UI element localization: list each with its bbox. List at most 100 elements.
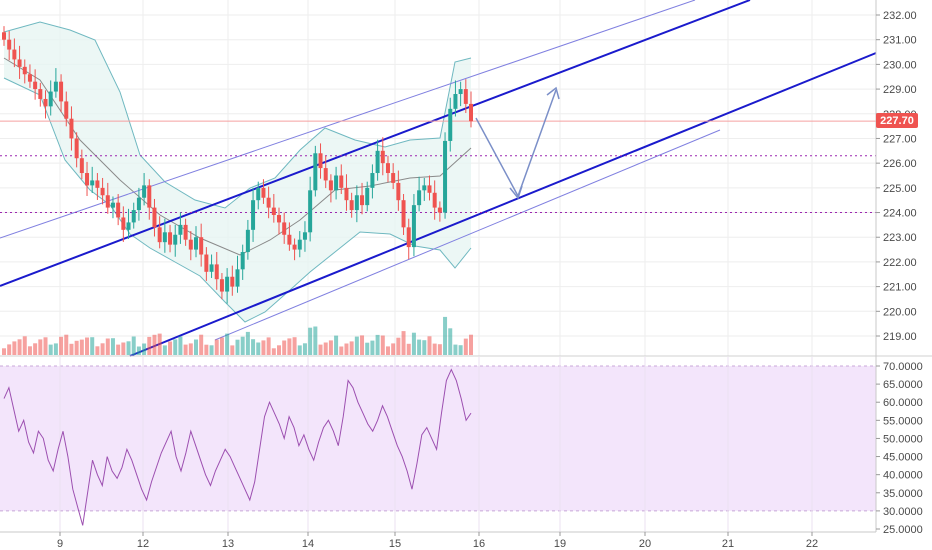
volume-bar: [328, 340, 333, 355]
candle-body: [375, 150, 380, 174]
candle-body: [427, 185, 432, 193]
volume-bar: [199, 334, 204, 355]
candle-body: [354, 195, 359, 211]
candle-body: [365, 187, 370, 206]
candle-body: [193, 237, 198, 250]
volume-bar: [365, 342, 370, 355]
rsi-tick-label: 30.0000: [883, 506, 923, 518]
rsi-tick-label: 70.0000: [883, 361, 923, 373]
candle-body: [53, 81, 58, 92]
candle-body: [48, 91, 53, 107]
volume-bar: [437, 344, 442, 355]
volume-bar: [22, 336, 27, 355]
candle-body: [349, 200, 354, 211]
channel-lower-line[interactable]: [129, 52, 877, 357]
time-tick-label: 9: [57, 538, 63, 550]
candle-body: [85, 173, 90, 186]
candle-body: [411, 205, 416, 248]
rsi-tick-label: 65.0000: [883, 379, 923, 391]
volume-bar: [297, 345, 302, 355]
time-tick-label: 19: [554, 538, 566, 550]
candle-body: [69, 118, 74, 139]
price-tick-label: 224.00: [883, 208, 917, 220]
candle-body: [64, 101, 69, 119]
volume-bar: [204, 344, 209, 355]
candle-body: [396, 182, 401, 201]
candle-body: [121, 217, 126, 230]
trend-channel[interactable]: [0, 0, 877, 357]
volume-bar: [240, 336, 245, 355]
candlesticks[interactable]: [2, 26, 473, 304]
volume-bar: [349, 341, 354, 355]
price-tick-label: 232.00: [883, 10, 917, 22]
candle-body: [308, 190, 313, 233]
volume-bar: [277, 345, 282, 355]
volume-bar: [121, 342, 126, 355]
candle-body: [22, 66, 27, 75]
bollinger-mid: [3, 57, 472, 256]
volume-bar: [147, 336, 152, 355]
volume-bar: [391, 343, 396, 355]
volume-bar: [95, 346, 100, 355]
projection-arrowhead-down: [509, 185, 523, 200]
volume-bar: [64, 334, 69, 355]
candle-body: [27, 74, 32, 82]
volume-bar: [230, 345, 235, 355]
candle-body: [313, 153, 318, 191]
volume-bar: [292, 337, 297, 355]
price-tick-label: 231.00: [883, 35, 917, 47]
rsi-line: [3, 368, 472, 526]
candle-body: [417, 190, 422, 206]
candle-body: [105, 195, 110, 208]
time-tick-label: 13: [222, 538, 234, 550]
volume-bar: [411, 332, 416, 355]
candle-body: [188, 239, 193, 250]
volume-bar: [33, 343, 38, 355]
volume-bar: [7, 344, 12, 355]
volume-bar: [183, 344, 188, 355]
candle-body: [328, 180, 333, 191]
candle-body: [469, 103, 473, 122]
rsi-tick-label: 25.0000: [883, 524, 923, 536]
rsi-tick-label: 45.0000: [883, 452, 923, 464]
volume-bar: [38, 339, 43, 355]
candle-body: [90, 180, 95, 186]
volume-bar: [313, 326, 318, 355]
volume-bar: [370, 340, 375, 355]
volume-bar: [214, 339, 219, 355]
candle-body: [209, 264, 214, 272]
candle-body: [152, 207, 157, 228]
volume-bar: [116, 344, 121, 355]
bollinger-fill: [4, 22, 471, 322]
volume-bar: [157, 333, 162, 355]
time-tick-label: 15: [389, 538, 401, 550]
rsi-axis[interactable]: 25.0000 30.0000 35.0000 40.0000 45.0000 50.00…: [876, 361, 923, 536]
channel-upper-line[interactable]: [0, 0, 751, 287]
volume-bar: [318, 344, 323, 355]
volume-bar: [90, 337, 95, 355]
price-axis[interactable]: 219.00 220.00 221.00 222.00 223.00 224.00 225.…: [876, 10, 917, 343]
channel-outer-lower[interactable]: [214, 129, 721, 341]
volume-bar: [245, 331, 250, 355]
price-tick-label: 222.00: [883, 257, 917, 269]
projection-arrows[interactable]: [475, 86, 560, 200]
candle-body: [453, 94, 458, 109]
horizontal-levels[interactable]: [0, 120, 876, 214]
rsi-tick-label: 55.0000: [883, 415, 923, 427]
volume-bar: [173, 339, 178, 355]
candle-body: [448, 108, 453, 141]
volume-bar: [136, 346, 141, 355]
price-tick-label: 230.00: [883, 59, 917, 71]
candle-body: [17, 59, 22, 67]
candle-body: [380, 150, 385, 164]
time-axis[interactable]: 9 12 13 14 15 16 19 20 21 22: [57, 532, 818, 550]
candle-body: [162, 232, 167, 243]
volume-bar: [339, 346, 344, 355]
candle-body: [266, 197, 271, 208]
channel-outer-upper[interactable]: [0, 0, 696, 239]
volume-bar: [354, 336, 359, 355]
volume-bar: [401, 331, 406, 355]
volume-bar: [105, 338, 110, 355]
